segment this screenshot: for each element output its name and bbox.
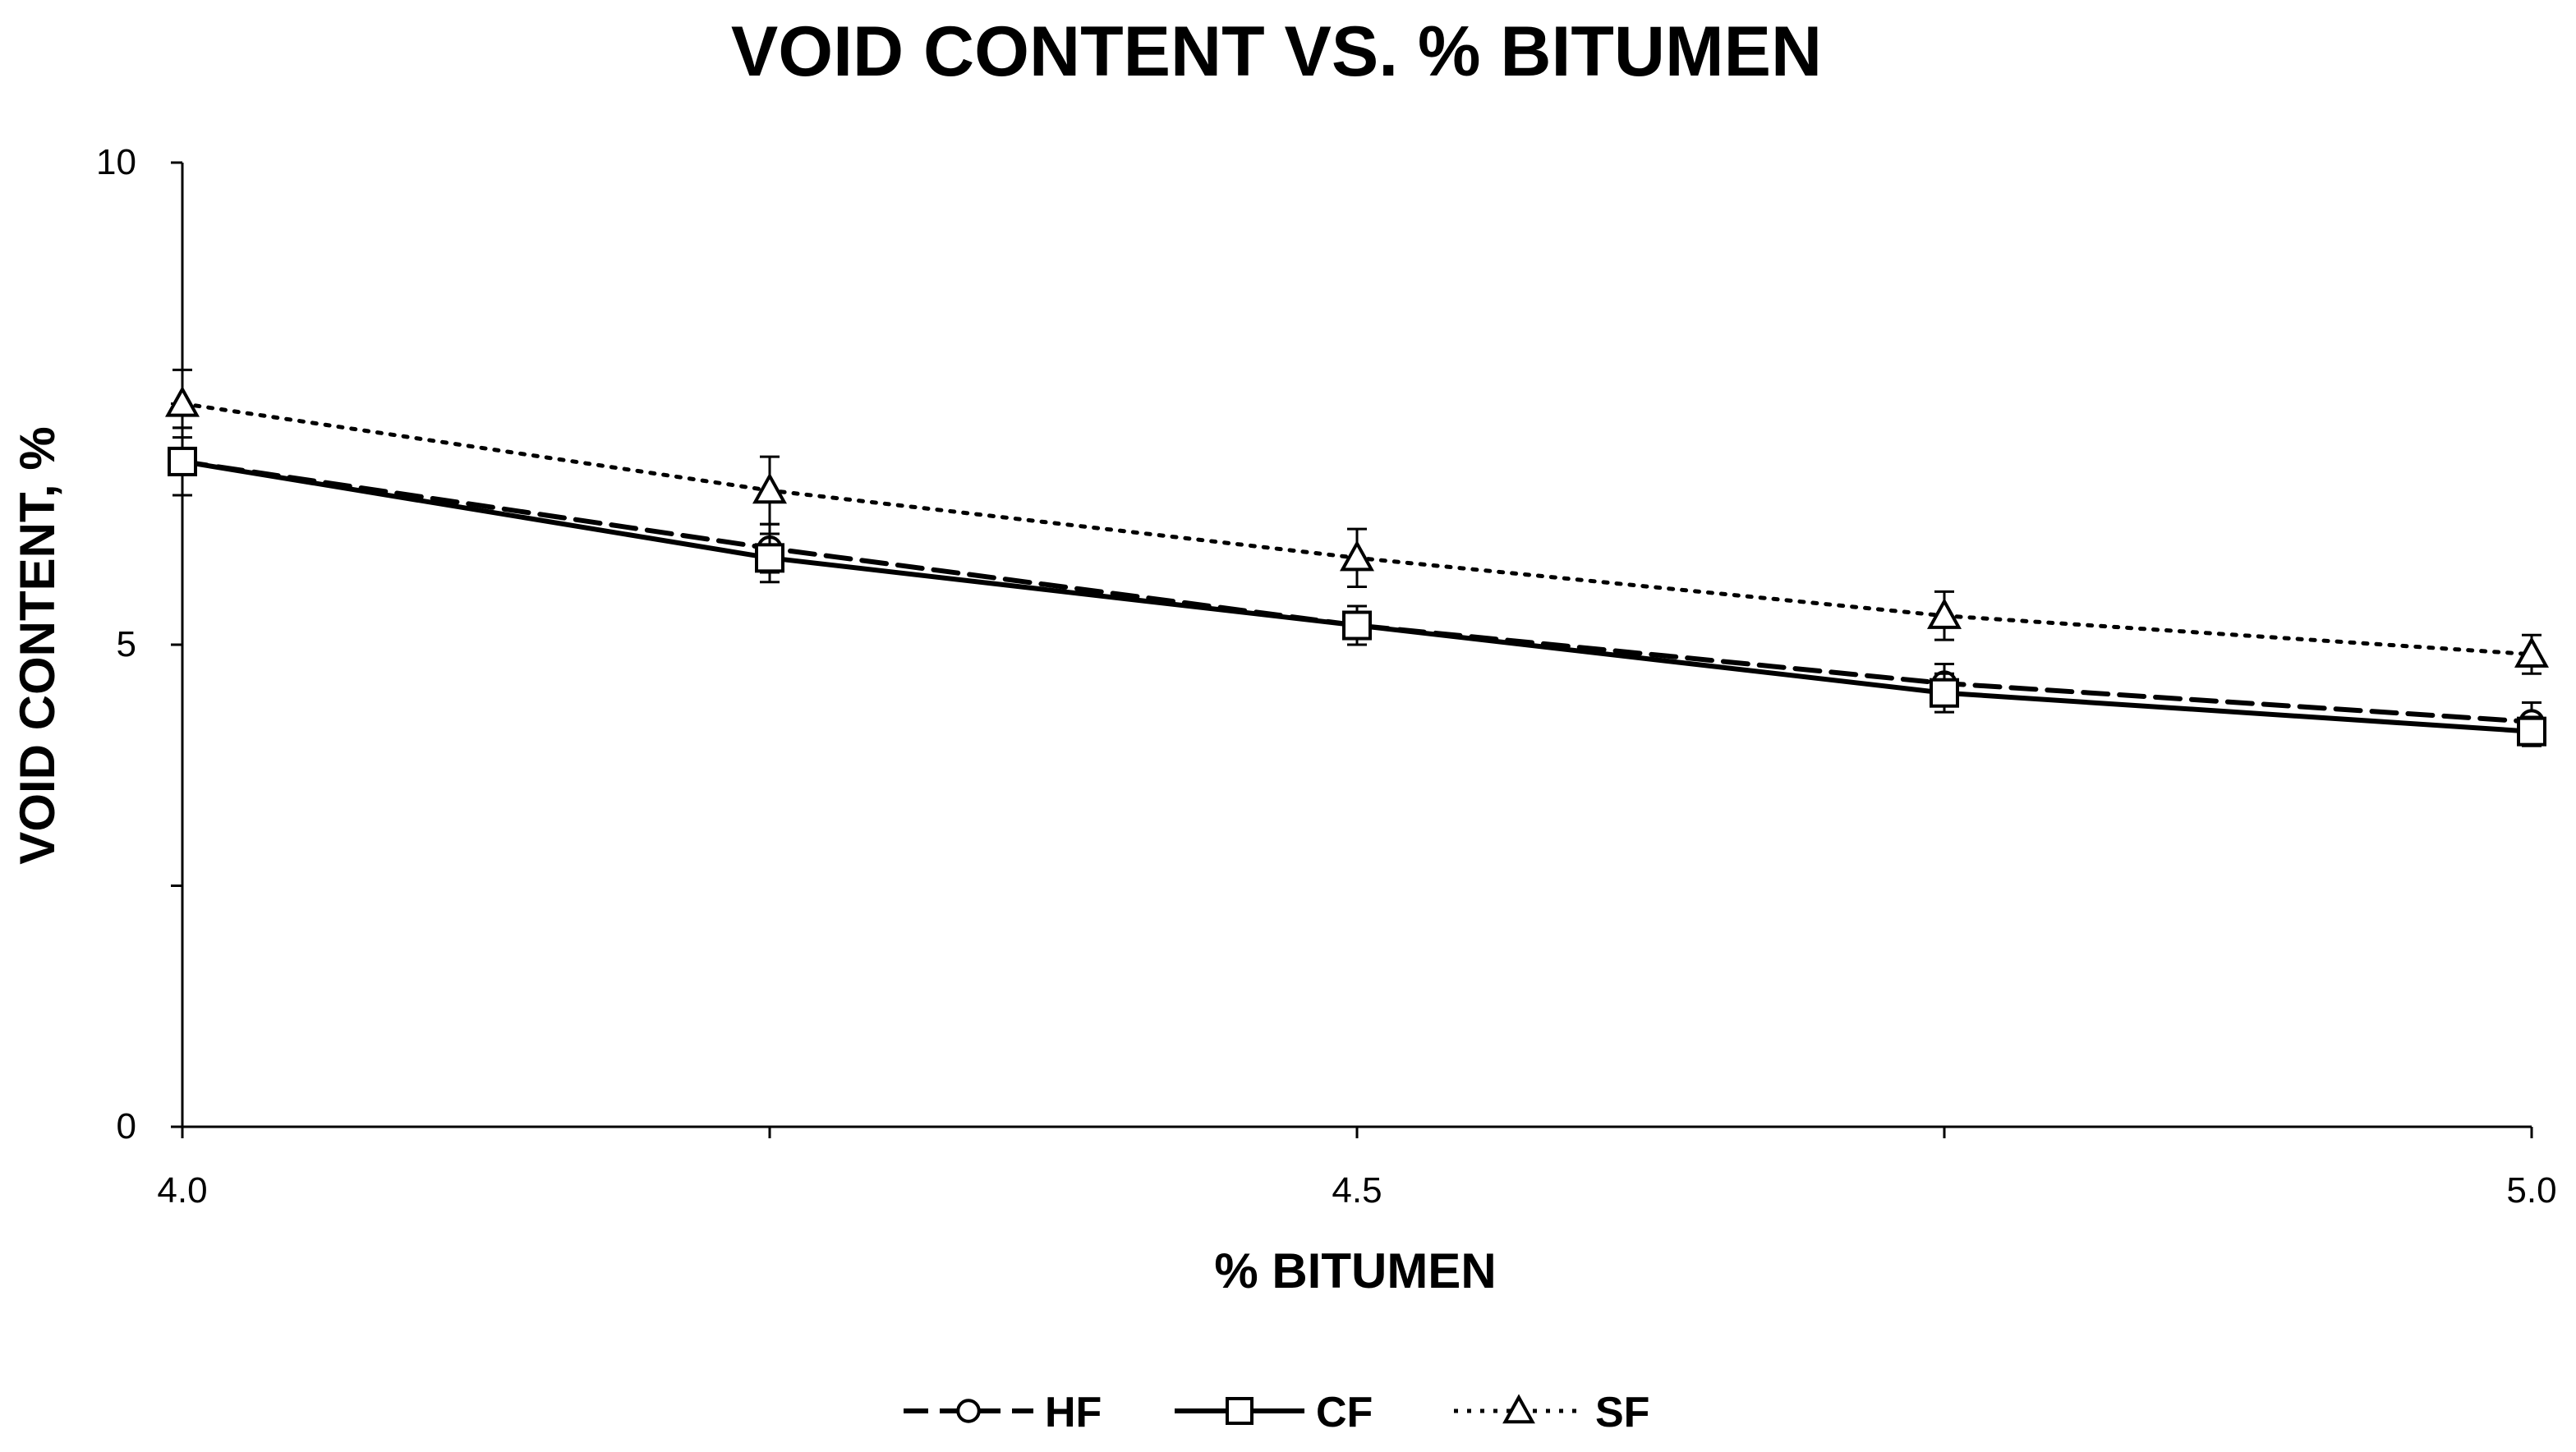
legend-marker-sf [1502,1394,1535,1424]
legend-label-cf: CF [1316,1389,1373,1436]
series-line-cf [180,458,2534,734]
x-axis-title: % BITUMEN [1214,1243,1496,1298]
x-tick-label: 5.0 [2506,1170,2556,1211]
x-tick-label: 4.0 [157,1170,207,1211]
series-line-hf [180,458,2534,724]
data-point-sf [2514,636,2549,668]
data-point-cf [2517,716,2546,747]
y-tick-label: 10 [96,142,136,182]
legend: HF CF SF [904,1389,1649,1436]
legend-item-cf: CF [1175,1389,1373,1436]
legend-item-hf: HF [904,1389,1102,1436]
data-point-cf [1342,610,1372,641]
series-layer [165,368,2549,747]
series-points-cf [168,426,2546,747]
chart-title: VOID CONTENT VS. % BITUMEN [731,12,1822,91]
data-point-sf [1927,598,1962,629]
data-point-cf [755,543,784,573]
series-hf [180,458,2534,724]
y-ticks: 0 5 10 [96,142,182,1146]
x-ticks: 4.0 4.5 5.0 [157,1127,2557,1211]
legend-label-hf: HF [1045,1389,1102,1436]
series-points-sf [165,368,2549,675]
data-point-cf [168,446,197,476]
series-cf [180,458,2534,734]
x-tick-label: 4.5 [1332,1170,1382,1211]
y-axis-title: VOID CONTENT, % [10,426,65,864]
legend-label-sf: SF [1595,1389,1649,1436]
data-point-sf [165,385,200,417]
legend-marker-cf [1226,1397,1254,1425]
y-tick-label: 5 [117,624,136,664]
data-point-sf [752,472,787,504]
data-point-cf [1930,678,1959,708]
legend-item-sf: SF [1454,1389,1649,1436]
legend-marker-hf [956,1399,981,1423]
y-tick-label: 0 [117,1106,136,1146]
data-point-sf [1340,540,1374,572]
